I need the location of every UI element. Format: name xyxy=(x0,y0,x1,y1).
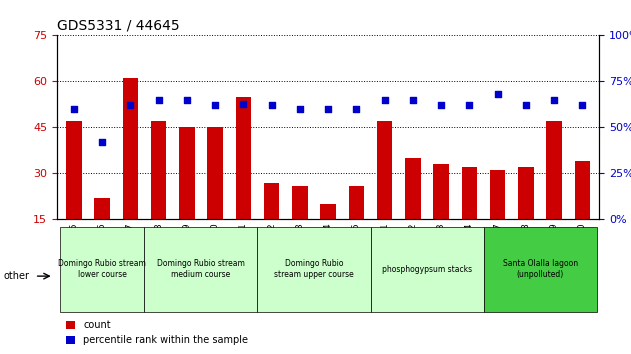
Bar xyxy=(518,167,534,266)
Bar xyxy=(66,121,81,266)
Text: GDS5331 / 44645: GDS5331 / 44645 xyxy=(57,19,179,33)
Point xyxy=(577,103,587,108)
Bar xyxy=(405,158,421,266)
Bar xyxy=(208,127,223,266)
Text: phosphogypsum stacks: phosphogypsum stacks xyxy=(382,264,472,274)
Bar xyxy=(292,186,308,266)
Point xyxy=(351,106,362,112)
Legend: count, percentile rank within the sample: count, percentile rank within the sample xyxy=(62,316,252,349)
Bar xyxy=(377,121,392,266)
Text: Santa Olalla lagoon
(unpolluted): Santa Olalla lagoon (unpolluted) xyxy=(502,259,577,279)
Point xyxy=(182,97,192,103)
Point xyxy=(239,101,249,106)
Bar xyxy=(546,121,562,266)
Point xyxy=(295,106,305,112)
Point xyxy=(69,106,79,112)
Bar xyxy=(122,78,138,266)
Bar xyxy=(575,161,590,266)
FancyBboxPatch shape xyxy=(370,227,483,312)
Point xyxy=(493,91,503,97)
Point xyxy=(521,103,531,108)
Point xyxy=(266,103,276,108)
FancyBboxPatch shape xyxy=(257,227,370,312)
Point xyxy=(549,97,559,103)
Point xyxy=(125,103,135,108)
Bar xyxy=(348,186,364,266)
Text: Domingo Rubio
stream upper course: Domingo Rubio stream upper course xyxy=(274,259,354,279)
Bar xyxy=(151,121,167,266)
Text: Domingo Rubio stream
medium course: Domingo Rubio stream medium course xyxy=(157,259,245,279)
FancyBboxPatch shape xyxy=(483,227,597,312)
Point xyxy=(323,106,333,112)
Bar xyxy=(94,198,110,266)
Point xyxy=(464,103,475,108)
Point xyxy=(380,97,390,103)
Point xyxy=(408,97,418,103)
Bar xyxy=(462,167,477,266)
Bar xyxy=(490,170,505,266)
Bar xyxy=(264,183,280,266)
FancyBboxPatch shape xyxy=(59,227,144,312)
Point xyxy=(436,103,446,108)
Bar xyxy=(433,164,449,266)
Point xyxy=(210,103,220,108)
Bar xyxy=(235,97,251,266)
Bar xyxy=(179,127,194,266)
Bar xyxy=(321,204,336,266)
Point xyxy=(97,139,107,145)
Point xyxy=(153,97,163,103)
Text: other: other xyxy=(3,271,29,281)
Text: Domingo Rubio stream
lower course: Domingo Rubio stream lower course xyxy=(58,259,146,279)
FancyBboxPatch shape xyxy=(144,227,257,312)
